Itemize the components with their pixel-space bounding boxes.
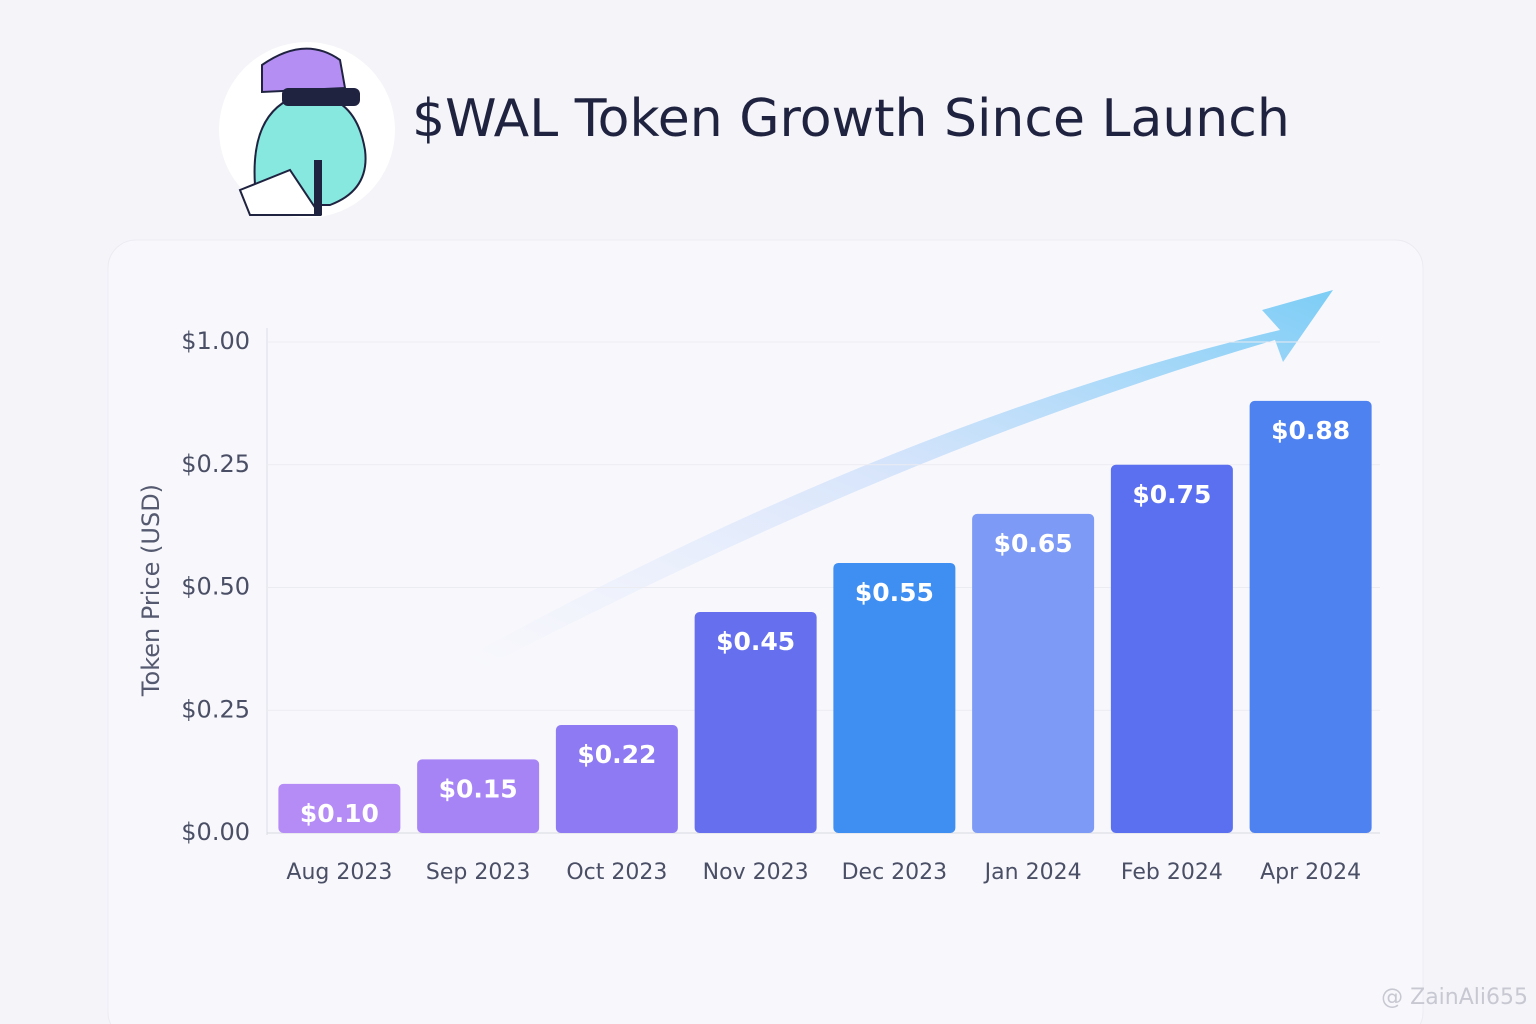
y-tick-label: $0.25 <box>181 450 250 478</box>
value-label: $0.88 <box>1271 416 1350 445</box>
bar <box>972 513 1095 833</box>
x-tick-label: Nov 2023 <box>703 860 809 885</box>
value-label: $0.22 <box>577 740 656 769</box>
x-tick-label: Oct 2023 <box>566 860 667 885</box>
x-tick-label: Jan 2024 <box>983 860 1082 885</box>
value-label: $0.10 <box>300 799 379 828</box>
y-axis-label: Token Price (USD) <box>137 484 165 697</box>
y-tick-label: $0.00 <box>181 818 250 846</box>
bar <box>555 724 678 833</box>
value-label: $0.45 <box>716 627 795 656</box>
x-tick-label: Aug 2023 <box>286 860 392 885</box>
value-label: $0.55 <box>855 578 934 607</box>
bar <box>1249 400 1372 833</box>
y-tick-label: $0.50 <box>181 573 250 601</box>
x-tick-label: Dec 2023 <box>842 860 948 885</box>
logo <box>219 42 395 218</box>
x-tick-label: Feb 2024 <box>1121 860 1223 885</box>
x-tick-label: Sep 2023 <box>426 860 530 885</box>
bar <box>833 562 956 833</box>
value-label: $0.65 <box>994 529 1073 558</box>
trend-arrow <box>470 290 1333 670</box>
bar <box>417 759 540 833</box>
watermark: @ ZainAli655 <box>1381 985 1528 1010</box>
value-label: $0.75 <box>1132 480 1211 509</box>
y-tick-label: $0.25 <box>181 695 250 723</box>
x-tick-label: Apr 2024 <box>1260 860 1361 885</box>
bar <box>1110 464 1233 833</box>
y-tick-label: $1.00 <box>181 327 250 355</box>
bar <box>278 783 401 833</box>
value-label: $0.15 <box>439 774 518 803</box>
bar <box>694 612 817 833</box>
chart-title: $WAL Token Growth Since Launch <box>412 89 1290 149</box>
